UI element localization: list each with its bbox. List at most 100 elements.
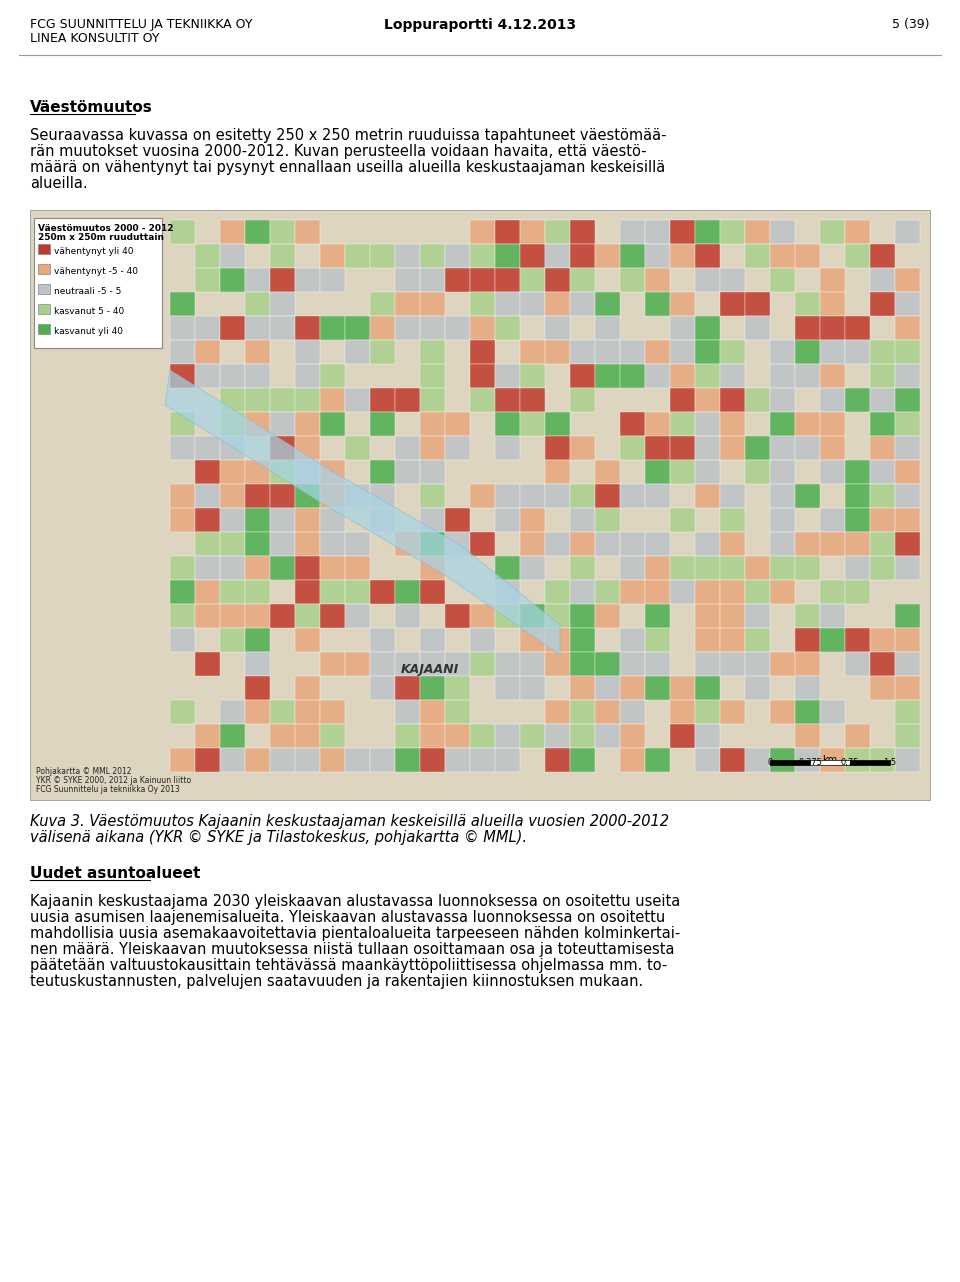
Bar [445,412,470,436]
Bar [770,760,810,765]
Bar [770,412,795,436]
Bar [570,292,595,315]
Bar [295,724,320,747]
Bar [395,436,420,460]
Bar [470,315,495,340]
Bar [870,412,895,436]
Bar [645,244,670,268]
Bar [295,604,320,628]
Bar [895,508,920,532]
Text: päätetään valtuustokausittain tehtävässä maankäyttöpoliittisessa ohjelmassa mm. : päätetään valtuustokausittain tehtävässä… [30,958,667,973]
Bar [745,747,770,772]
Bar [820,460,845,485]
Bar [420,653,445,676]
Bar [245,315,270,340]
Bar [495,485,520,508]
Bar [595,724,620,747]
Bar [820,628,845,653]
Bar [895,436,920,460]
Bar [595,292,620,315]
Bar [320,724,345,747]
Bar [320,532,345,556]
Bar [470,653,495,676]
Bar [370,292,395,315]
Bar [670,412,695,436]
Bar [870,485,895,508]
Bar [170,579,195,604]
Bar [445,315,470,340]
Bar [795,747,820,772]
Bar [245,485,270,508]
Bar [245,460,270,485]
Bar [420,628,445,653]
Text: nen määrä. Yleiskaavan muutoksessa niistä tullaan osoittamaan osa ja toteuttamis: nen määrä. Yleiskaavan muutoksessa niist… [30,942,675,956]
Bar [295,532,320,556]
Bar [745,604,770,628]
Bar [645,268,670,292]
Bar [195,556,220,579]
Bar [220,221,245,244]
Bar [670,436,695,460]
Bar [270,221,295,244]
Bar [320,653,345,676]
Bar [370,653,395,676]
Bar [495,724,520,747]
Bar [245,676,270,700]
Bar [420,508,445,532]
Bar [470,747,495,772]
Bar [820,747,845,772]
Text: FCG SUUNNITTELU JA TEKNIIKKA OY: FCG SUUNNITTELU JA TEKNIIKKA OY [30,18,252,31]
Bar [870,388,895,412]
Bar [620,676,645,700]
Bar [845,508,870,532]
Bar [695,436,720,460]
Bar [720,556,745,579]
Bar [795,653,820,676]
Bar [845,460,870,485]
Bar [420,244,445,268]
Bar [295,700,320,724]
Bar [870,340,895,364]
Bar [770,364,795,388]
Bar [770,653,795,676]
Bar [295,508,320,532]
Bar [820,579,845,604]
Text: FCG Suunnittelu ja tekniikka Oy 2013: FCG Suunnittelu ja tekniikka Oy 2013 [36,785,180,794]
Bar [395,579,420,604]
Bar [695,604,720,628]
Bar [170,436,195,460]
Bar [620,747,645,772]
Bar [845,244,870,268]
Bar [745,388,770,412]
Bar [270,292,295,315]
Bar [795,315,820,340]
Bar [570,221,595,244]
Bar [495,315,520,340]
Bar [745,221,770,244]
Bar [795,628,820,653]
Bar [695,340,720,364]
Bar [795,532,820,556]
Bar [245,388,270,412]
Bar [820,364,845,388]
Bar [320,315,345,340]
Bar [770,485,795,508]
Bar [295,268,320,292]
Bar [420,436,445,460]
Bar [295,388,320,412]
Bar [395,747,420,772]
Bar [295,628,320,653]
Bar [445,653,470,676]
Bar [620,700,645,724]
Bar [195,532,220,556]
Bar [770,268,795,292]
Bar [270,315,295,340]
Bar [495,268,520,292]
Bar [170,604,195,628]
Bar [895,532,920,556]
Bar [420,724,445,747]
Bar [545,604,570,628]
Bar [845,340,870,364]
Bar [520,268,545,292]
Bar [720,700,745,724]
